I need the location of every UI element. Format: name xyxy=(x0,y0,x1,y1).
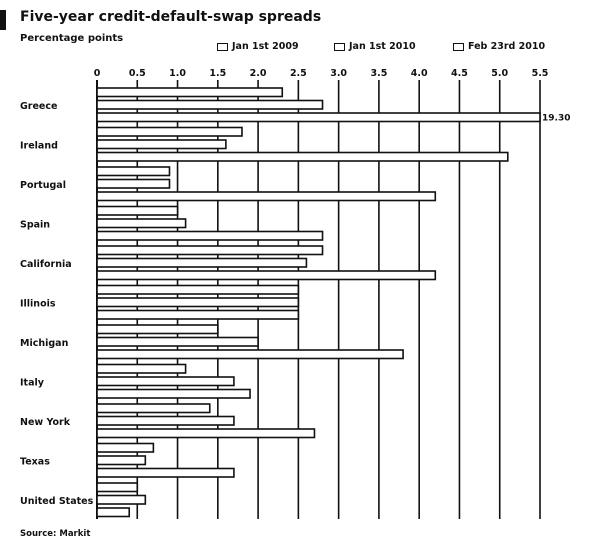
legend-item-feb-2010: Feb 23rd 2010 xyxy=(453,41,545,52)
legend-label: Jan 1st 2009 xyxy=(232,41,299,52)
category-label: Michigan xyxy=(20,338,69,349)
bar-feb-2010 xyxy=(96,191,437,202)
bar-feb-2010 xyxy=(96,151,509,162)
bar-feb-2010 xyxy=(96,507,131,518)
bar-jan-2009 xyxy=(96,126,243,137)
title-accent-bar xyxy=(0,10,6,30)
legend-swatch xyxy=(334,42,345,51)
bar-jan-2009 xyxy=(96,87,284,98)
category-label: Italy xyxy=(20,378,45,389)
bar-jan-2009 xyxy=(96,284,300,295)
chart-subtitle: Percentage points xyxy=(20,33,124,44)
data-label: 19.30 xyxy=(542,114,570,124)
bar-jan-2010 xyxy=(96,415,235,426)
bar-jan-2010 xyxy=(96,139,227,150)
x-tick-label: 0.5 xyxy=(129,68,146,79)
x-tick-label: 3.0 xyxy=(330,68,347,79)
x-tick-label: 1.5 xyxy=(209,68,226,79)
category-label: California xyxy=(20,259,72,270)
bar-jan-2010 xyxy=(96,494,147,505)
x-tick-label: 3.5 xyxy=(370,68,387,79)
x-tick-label: 5.5 xyxy=(532,68,549,79)
x-tick-label: 2.0 xyxy=(250,68,267,79)
bar-jan-2009 xyxy=(96,403,211,414)
bar-feb-2010 xyxy=(96,349,404,360)
bar-jan-2009 xyxy=(96,482,139,493)
category-label: Ireland xyxy=(20,141,58,152)
bar-feb-2010 xyxy=(96,428,316,439)
x-tick-label: 0 xyxy=(94,68,101,79)
category-label: Spain xyxy=(20,220,50,231)
category-label: Texas xyxy=(20,457,50,468)
legend-item-jan-2009: Jan 1st 2009 xyxy=(217,41,299,52)
x-tick-label: 2.5 xyxy=(290,68,307,79)
bar-jan-2009 xyxy=(96,166,171,177)
category-label: United States xyxy=(20,496,94,507)
bar-feb-2010 xyxy=(96,112,541,123)
bar-jan-2010 xyxy=(96,297,300,308)
x-tick-label: 5.0 xyxy=(491,68,508,79)
bar-feb-2010 xyxy=(96,467,235,478)
bar-jan-2009 xyxy=(96,245,324,256)
category-label: Illinois xyxy=(20,299,56,310)
bar-jan-2010 xyxy=(96,99,324,110)
bar-feb-2010 xyxy=(96,230,324,241)
category-label: Greece xyxy=(20,101,57,112)
source-note: Source: Markit xyxy=(20,529,91,539)
x-tick-label: 4.0 xyxy=(411,68,428,79)
x-tick-label: 4.5 xyxy=(451,68,468,79)
bar-jan-2010 xyxy=(96,178,171,189)
bar-jan-2010 xyxy=(96,376,235,387)
legend-label: Jan 1st 2010 xyxy=(349,41,416,52)
bar-feb-2010 xyxy=(96,270,437,281)
legend-swatch xyxy=(217,42,228,51)
legend-swatch xyxy=(453,42,464,51)
bar-jan-2009 xyxy=(96,205,179,216)
bar-jan-2009 xyxy=(96,442,155,453)
category-label: New York xyxy=(20,417,71,428)
bar-jan-2009 xyxy=(96,363,187,374)
bar-feb-2010 xyxy=(96,309,300,320)
chart-title: Five-year credit-default-swap spreads xyxy=(20,9,322,25)
category-label: Portugal xyxy=(20,180,66,191)
bar-jan-2009 xyxy=(96,324,219,335)
legend-item-jan-2010: Jan 1st 2010 xyxy=(334,41,416,52)
bar-jan-2010 xyxy=(96,455,147,466)
bar-jan-2010 xyxy=(96,336,259,347)
bar-jan-2010 xyxy=(96,257,308,268)
x-tick-label: 1.0 xyxy=(169,68,186,79)
legend-label: Feb 23rd 2010 xyxy=(468,41,546,52)
bar-feb-2010 xyxy=(96,388,251,399)
bar-jan-2010 xyxy=(96,218,187,229)
